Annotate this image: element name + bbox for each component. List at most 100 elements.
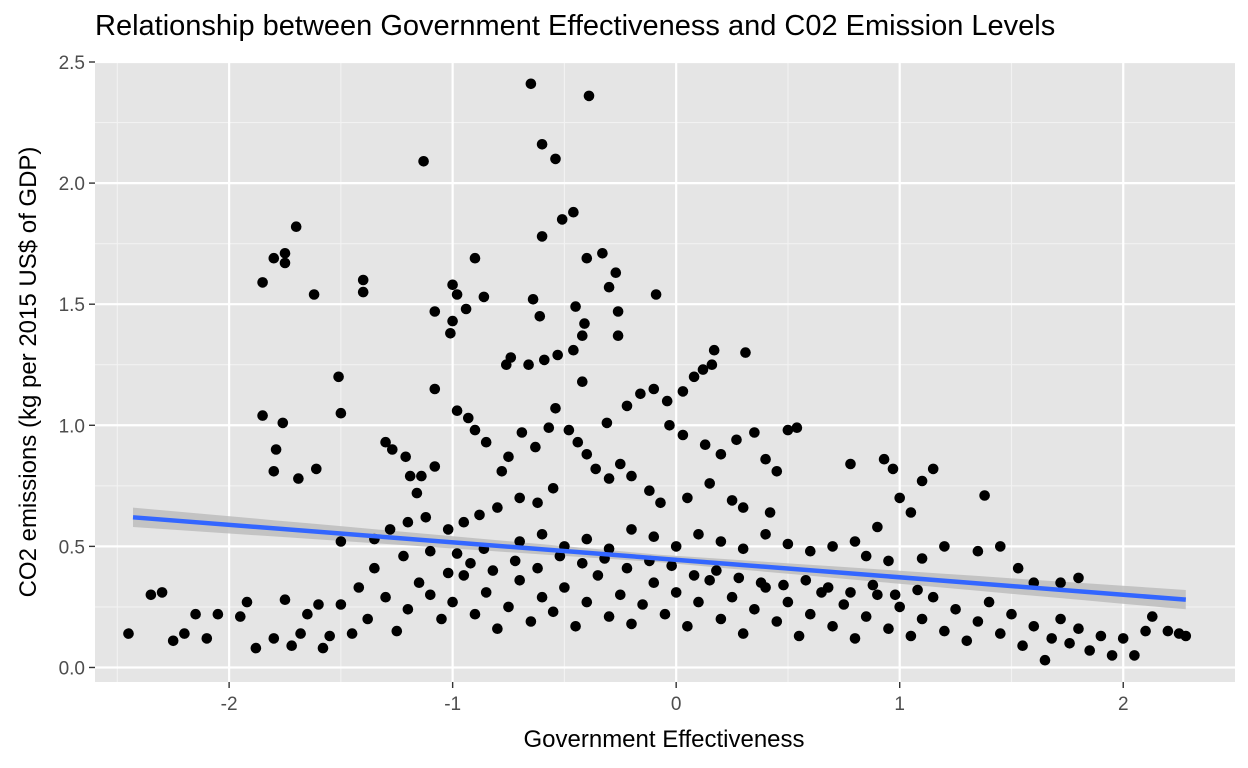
data-point (425, 589, 436, 601)
data-point (308, 289, 320, 300)
data-point (782, 424, 794, 436)
data-point (592, 570, 604, 581)
data-point (916, 613, 928, 625)
data-point (577, 376, 588, 388)
data-point (523, 359, 534, 371)
data-point (883, 555, 894, 567)
data-point (1140, 625, 1151, 637)
data-point (845, 458, 856, 470)
data-point (603, 473, 615, 484)
data-point (708, 344, 720, 356)
data-point (979, 490, 990, 501)
data-point (474, 509, 485, 521)
data-point (626, 470, 637, 482)
data-point (362, 613, 374, 625)
data-point (357, 274, 369, 286)
data-point (465, 558, 476, 569)
data-point (577, 558, 588, 569)
data-point (290, 221, 302, 232)
data-point (621, 400, 633, 412)
data-point (737, 502, 749, 513)
data-point (380, 591, 391, 603)
data-point (755, 577, 767, 588)
data-point (961, 635, 973, 647)
data-point (726, 591, 738, 603)
data-point (451, 548, 463, 559)
data-point (939, 625, 950, 637)
data-point (597, 248, 608, 259)
data-point (572, 436, 584, 448)
x-tick-label: 0 (671, 694, 682, 715)
y-tick-label: 2.0 (59, 174, 85, 195)
data-point (1039, 654, 1051, 666)
data-point (447, 315, 458, 327)
data-point (805, 608, 816, 620)
data-point (860, 550, 872, 562)
data-point (501, 359, 512, 371)
data-point (706, 359, 718, 371)
data-point (733, 572, 745, 584)
data-point (391, 625, 403, 637)
chart-title: Relationship between Government Effectiv… (95, 10, 1056, 42)
data-point (420, 512, 432, 523)
x-tick-label: -2 (221, 694, 238, 715)
data-point (1046, 633, 1057, 644)
data-point (1073, 623, 1084, 634)
data-point (503, 601, 514, 613)
data-point (682, 621, 693, 632)
data-point (532, 497, 543, 509)
data-point (760, 529, 771, 540)
data-point (887, 463, 899, 475)
data-point (1064, 638, 1075, 649)
data-point (872, 521, 883, 533)
data-point (509, 555, 521, 567)
data-point (740, 347, 751, 358)
data-point (670, 587, 682, 598)
data-point (860, 611, 872, 622)
data-point (514, 536, 525, 547)
data-point (612, 306, 624, 317)
data-point (1084, 645, 1095, 656)
x-axis-title: Government Effectiveness (523, 726, 804, 753)
data-point (760, 453, 771, 465)
data-point (333, 371, 344, 383)
data-point (612, 330, 624, 342)
data-point (782, 596, 794, 608)
data-point (277, 417, 289, 429)
data-point (335, 599, 347, 610)
data-point (270, 444, 282, 455)
data-point (532, 562, 543, 574)
data-point (972, 616, 984, 627)
data-point (516, 427, 528, 438)
data-point (286, 640, 298, 651)
data-point (402, 516, 414, 528)
data-point (579, 318, 590, 329)
data-point (621, 562, 633, 574)
data-point (257, 410, 268, 421)
data-point (398, 550, 409, 562)
data-point (838, 599, 850, 610)
y-tick-label: 2.5 (59, 53, 85, 74)
data-point (704, 478, 715, 489)
data-point (610, 267, 622, 279)
data-point (167, 635, 179, 647)
data-point (460, 303, 472, 315)
data-point (688, 570, 700, 581)
data-point (677, 429, 689, 441)
data-point (295, 628, 306, 639)
data-point (983, 596, 995, 608)
data-point (212, 608, 224, 620)
data-point (581, 252, 593, 264)
data-point (268, 252, 280, 264)
data-point (827, 541, 838, 552)
data-point (682, 492, 693, 504)
data-point (648, 577, 660, 588)
data-point (324, 630, 336, 642)
data-point (749, 604, 760, 615)
data-point (889, 589, 901, 601)
data-point (563, 424, 575, 436)
data-point (1180, 630, 1192, 642)
data-point (478, 291, 490, 303)
data-point (539, 354, 550, 366)
data-point (737, 543, 749, 555)
